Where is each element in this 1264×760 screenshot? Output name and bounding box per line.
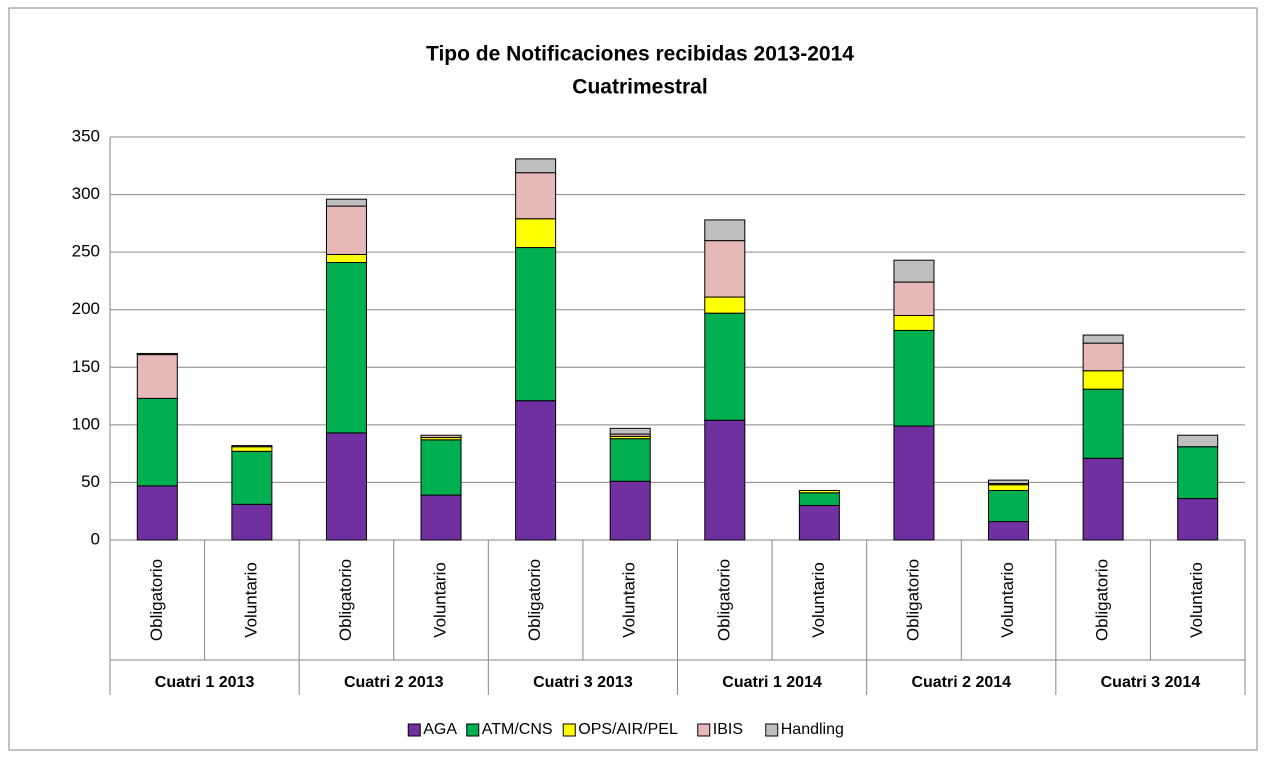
bar-segment (1082, 388, 1124, 459)
bar-segment (609, 427, 651, 435)
x-tick-label: Voluntario (998, 562, 1017, 638)
y-tick-label: 250 (72, 242, 100, 261)
bar-segment (893, 329, 935, 427)
x-tick-label: Obligatorio (714, 559, 733, 641)
bar-segment (1082, 457, 1124, 541)
bar-segment (1082, 370, 1124, 390)
bar-segment (1177, 498, 1219, 541)
bar-segment (231, 450, 273, 505)
x-tick-label: Obligatorio (1093, 559, 1112, 641)
bar-segment (988, 489, 1030, 523)
bar-segment (325, 432, 367, 541)
bar-segment (515, 400, 557, 541)
group-label: Cuatri 1 2014 (722, 674, 822, 691)
bar-segment (893, 259, 935, 283)
legend-label: OPS/AIR/PEL (578, 721, 678, 738)
legend-swatch (697, 723, 711, 737)
group-label: Cuatri 2 2014 (911, 674, 1011, 691)
bar-segment (798, 504, 840, 541)
bar-segment (704, 219, 746, 242)
bar-segment (136, 397, 178, 487)
bar-segment (515, 247, 557, 402)
legend-label: AGA (423, 721, 457, 738)
group-label: Cuatri 2 2013 (344, 674, 444, 691)
legend-label: IBIS (713, 721, 743, 738)
legend-label: ATM/CNS (482, 721, 553, 738)
bar-segment (704, 419, 746, 541)
y-tick-label: 150 (72, 357, 100, 376)
bar-segment (893, 281, 935, 316)
bar-segment (325, 262, 367, 434)
group-label: Cuatri 1 2013 (155, 674, 255, 691)
bar-segment (420, 439, 462, 496)
bar-segment (325, 205, 367, 255)
bar-segment (798, 492, 840, 506)
bar-segment (420, 434, 462, 439)
x-tick-label: Voluntario (431, 562, 450, 638)
bar-segment (136, 354, 178, 399)
group-label: Cuatri 3 2014 (1101, 674, 1201, 691)
x-tick-label: Voluntario (241, 562, 260, 638)
bar-segment (988, 521, 1030, 541)
bar-segment (1082, 334, 1124, 344)
y-tick-label: 350 (72, 126, 100, 145)
bar-segment (1082, 342, 1124, 372)
x-tick-label: Voluntario (620, 562, 639, 638)
legend-swatch (466, 723, 480, 737)
bar-segment (231, 446, 273, 452)
legend-swatch (765, 723, 779, 737)
group-label: Cuatri 3 2013 (533, 674, 633, 691)
legend-swatch (562, 723, 576, 737)
bar-segment (515, 218, 557, 249)
bar-segment (609, 480, 651, 541)
bar-segment (704, 296, 746, 314)
bar-segment (988, 484, 1030, 491)
x-tick-label: Voluntario (809, 562, 828, 638)
bar-segment (136, 352, 178, 356)
bar-segment (515, 158, 557, 174)
chart-border (8, 7, 1258, 751)
legend-swatch (407, 723, 421, 737)
bar-segment (420, 494, 462, 541)
y-tick-label: 0 (91, 529, 100, 548)
bar-segment (893, 425, 935, 541)
y-tick-label: 200 (72, 299, 100, 318)
x-tick-label: Obligatorio (336, 559, 355, 641)
bar-segment (1177, 434, 1219, 448)
x-tick-label: Obligatorio (525, 559, 544, 641)
y-tick-label: 300 (72, 184, 100, 203)
bar-segment (231, 445, 273, 448)
bar-segment (1177, 446, 1219, 500)
y-tick-label: 50 (81, 472, 100, 491)
chart-subtitle: Cuatrimestral (572, 76, 707, 99)
y-tick-label: 100 (72, 414, 100, 433)
bar-segment (325, 253, 367, 264)
chart-title: Tipo de Notificaciones recibidas 2013-20… (426, 43, 854, 66)
bar-segment (704, 240, 746, 298)
legend-label: Handling (781, 721, 844, 738)
bar-segment (609, 438, 651, 482)
x-tick-label: Voluntario (1187, 562, 1206, 638)
x-tick-label: Obligatorio (147, 559, 166, 641)
bar-segment (798, 489, 840, 494)
bar-segment (704, 312, 746, 421)
bar-segment (988, 479, 1030, 485)
x-tick-label: Obligatorio (903, 559, 922, 641)
bar-segment (893, 314, 935, 331)
bar-segment (231, 503, 273, 541)
bar-segment (325, 198, 367, 207)
bar-segment (136, 485, 178, 541)
bar-segment (515, 172, 557, 220)
